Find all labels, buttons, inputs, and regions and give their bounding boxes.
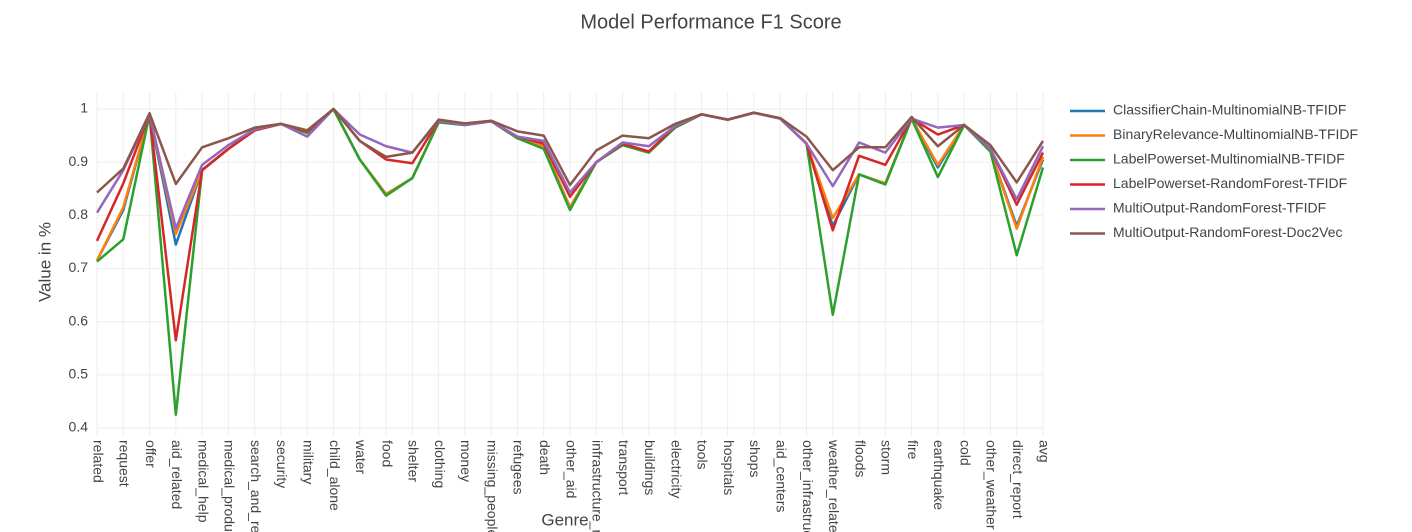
x-tick-label: shops xyxy=(747,440,763,477)
x-tick-label: death xyxy=(537,440,553,475)
y-tick-label: 0.9 xyxy=(69,153,89,169)
x-tick-label: search_and_rescue xyxy=(248,440,264,532)
y-tick-label: 0.8 xyxy=(69,206,89,222)
x-tick-label: child_alone xyxy=(327,440,343,511)
y-axis-title: Value in % xyxy=(35,222,54,302)
x-tick-label: offer xyxy=(143,440,159,468)
x-tick-label: buildings xyxy=(642,440,658,495)
x-tick-label: avg xyxy=(1036,440,1052,463)
legend-label: LabelPowerset-RandomForest-TFIDF xyxy=(1113,175,1347,191)
x-tick-label: floods xyxy=(852,440,868,477)
x-tick-label: hospitals xyxy=(721,440,737,495)
x-tick-label: security xyxy=(274,440,290,488)
x-tick-label: request xyxy=(117,440,133,487)
series-line xyxy=(96,107,1045,194)
grid: 0.4 0.5 0.6 0.7 0.8 0.9 1 xyxy=(69,92,1044,436)
x-tick-label: infrastructure_related xyxy=(590,440,606,532)
y-tick-label: 1 xyxy=(80,100,88,116)
x-tick-label: money xyxy=(458,440,474,482)
x-tick-label: transport xyxy=(616,440,632,495)
x-tick-label: aid_centers xyxy=(774,440,790,512)
x-tick-label: other_infrastructure xyxy=(800,440,816,532)
x-tick-labels: related request offer aid_related medical_he… xyxy=(90,439,1052,532)
x-tick-label: military xyxy=(301,440,317,484)
x-tick-label: clothing xyxy=(432,440,448,488)
legend-label: MultiOutput-RandomForest-TFIDF xyxy=(1113,200,1326,216)
series-line xyxy=(95,107,1045,230)
x-tick-label: missing_people xyxy=(484,440,500,532)
x-tick-label: electricity xyxy=(668,440,684,498)
x-tick-label: shelter xyxy=(406,440,422,482)
x-tick-label: direct_report xyxy=(1010,440,1026,519)
x-tick-label: water xyxy=(353,439,369,475)
x-tick-label: other_weather xyxy=(984,440,1000,530)
x-tick-label: storm xyxy=(879,440,895,475)
legend: ClassifierChain-MultinomialNB-TFIDF Binar… xyxy=(1070,102,1358,240)
y-tick-label: 0.5 xyxy=(69,366,89,382)
legend-label: ClassifierChain-MultinomialNB-TFIDF xyxy=(1113,102,1346,118)
chart-title: Model Performance F1 Score xyxy=(580,11,841,33)
x-tick-label: earthquake xyxy=(931,440,947,510)
legend-label: LabelPowerset-MultinomialNB-TFIDF xyxy=(1113,151,1345,167)
y-tick-label: 0.7 xyxy=(69,259,89,275)
legend-label: MultiOutput-RandomForest-Doc2Vec xyxy=(1113,224,1343,240)
x-tick-label: other_aid xyxy=(563,440,579,498)
x-tick-label: fire xyxy=(905,440,921,460)
x-tick-label: refugees xyxy=(511,440,527,494)
plot-lines xyxy=(95,107,1045,416)
y-tick-label: 0.4 xyxy=(69,419,89,435)
x-tick-label: cold xyxy=(957,440,973,466)
x-tick-label: weather_related xyxy=(826,439,842,532)
x-tick-label: medical_help xyxy=(195,440,211,523)
y-tick-label: 0.6 xyxy=(69,312,89,328)
legend-label: BinaryRelevance-MultinomialNB-TFIDF xyxy=(1113,126,1358,142)
x-tick-label: related xyxy=(90,440,106,483)
x-tick-label: food xyxy=(379,440,395,467)
x-tick-label: aid_related xyxy=(169,440,185,509)
x-tick-label: tools xyxy=(695,440,711,470)
x-axis-title: Genre xyxy=(541,510,588,529)
x-tick-label: medical_products xyxy=(222,440,238,532)
